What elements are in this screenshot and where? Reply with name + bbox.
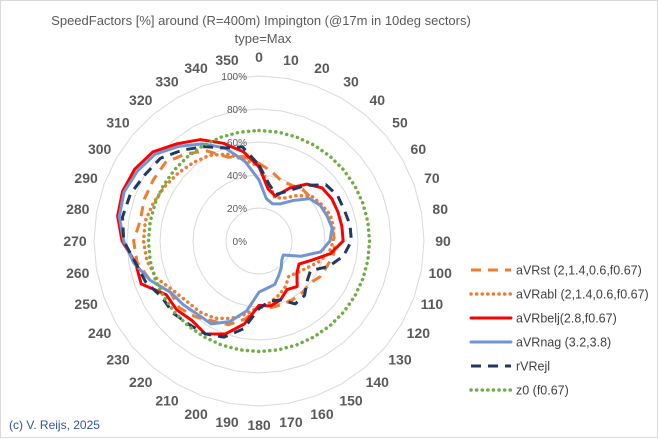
- angle-label: 280: [66, 201, 90, 217]
- angle-label: 180: [247, 417, 271, 433]
- series-line-3: [117, 142, 334, 326]
- legend-entry: rVRejl: [516, 360, 550, 374]
- series-line-2: [116, 138, 345, 336]
- angle-label: 70: [424, 170, 440, 186]
- radial-tick-label: 100%: [221, 72, 247, 83]
- legend-entry: z0 (f0.67): [516, 384, 569, 398]
- angle-label: 320: [129, 92, 153, 108]
- angle-label: 220: [129, 374, 153, 390]
- series-line-4: [121, 145, 353, 339]
- angle-label: 80: [432, 201, 448, 217]
- angle-label: 330: [155, 74, 179, 90]
- chart-subtitle: type=Max: [235, 31, 292, 46]
- angle-label: 150: [339, 392, 363, 408]
- angle-label: 190: [215, 414, 239, 430]
- radial-tick-label: 60%: [227, 138, 247, 149]
- angle-label: 10: [283, 52, 299, 68]
- series-group: [116, 128, 372, 354]
- angle-label: 270: [63, 233, 87, 249]
- angle-label: 20: [314, 60, 330, 76]
- angle-label: 210: [155, 392, 179, 408]
- angle-label: 290: [74, 170, 98, 186]
- radial-tick-label: 0%: [233, 237, 248, 248]
- copyright: (c) V. Reijs, 2025: [9, 418, 100, 432]
- legend-entry: aVRabl (2,1.4,0.6,f0.67): [516, 288, 649, 302]
- angle-label: 230: [106, 351, 130, 367]
- angle-label: 240: [88, 325, 112, 341]
- angle-label: 130: [388, 351, 412, 367]
- grid-ring: [225, 207, 293, 275]
- radial-tick-label: 20%: [227, 204, 247, 215]
- angle-label: 100: [429, 265, 453, 281]
- angle-label: 0: [255, 49, 263, 65]
- angle-label: 120: [407, 325, 431, 341]
- legend-entry: aVRbelj(2.8,f0.67): [516, 312, 617, 326]
- angle-label: 30: [343, 74, 359, 90]
- legend-entry: aVRst (2,1.4,0.6,f0.67): [516, 264, 642, 278]
- legend-entry: aVRnag (3.2,3.8): [516, 336, 611, 350]
- angle-label: 350: [215, 52, 239, 68]
- angle-label: 160: [310, 406, 334, 422]
- angle-label: 170: [279, 414, 303, 430]
- angle-label: 50: [392, 115, 408, 131]
- angle-label: 110: [421, 296, 444, 312]
- angle-label: 90: [435, 233, 451, 249]
- grid-ring: [93, 75, 425, 407]
- grid-ring: [159, 141, 359, 341]
- legend: aVRst (2,1.4,0.6,f0.67) aVRabl (2,1.4,0.6…: [469, 264, 649, 398]
- angle-label: 140: [366, 374, 390, 390]
- series-line-5: [146, 128, 372, 354]
- angle-label: 300: [88, 141, 112, 157]
- angle-label: 60: [411, 141, 427, 157]
- angle-label: 340: [184, 60, 208, 76]
- angle-label: 250: [74, 296, 98, 312]
- radial-tick-labels: 0% 20% 40% 60% 80% 100%: [221, 72, 247, 248]
- radial-tick-label: 40%: [227, 171, 247, 182]
- radial-tick-label: 80%: [227, 105, 247, 116]
- angle-label: 260: [66, 265, 90, 281]
- angle-label: 200: [184, 406, 208, 422]
- chart-title: SpeedFactors [%] around (R=400m) Impingt…: [51, 13, 471, 28]
- angle-label: 310: [106, 115, 130, 131]
- angle-label: 40: [369, 92, 385, 108]
